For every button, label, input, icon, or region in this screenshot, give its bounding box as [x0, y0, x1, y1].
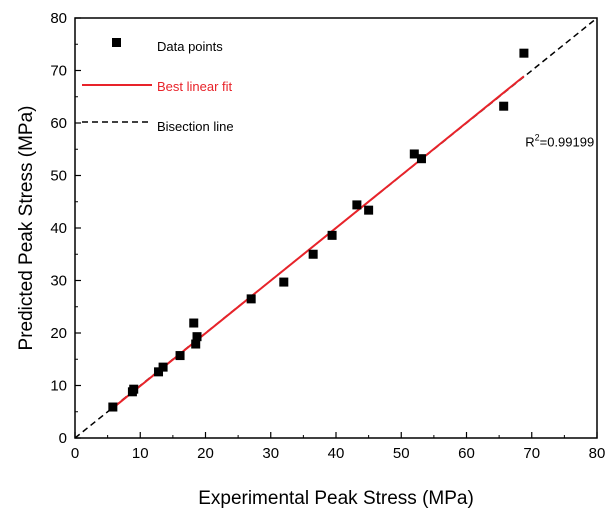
x-tick-label: 30 [262, 445, 279, 462]
y-tick-label: 80 [50, 10, 67, 27]
legend: Data points Best linear fit Bisection li… [82, 38, 234, 134]
y-axis-title: Predicted Peak Stress (MPa) [16, 106, 37, 351]
y-tick-label: 60 [50, 115, 67, 132]
legend-label-data-points: Data points [157, 39, 223, 54]
x-tick-label: 10 [132, 445, 149, 462]
data-point [158, 362, 168, 372]
data-point [154, 367, 164, 377]
y-tick-label: 50 [50, 168, 67, 185]
data-point [519, 48, 529, 58]
r-squared-annotation: R2=0.99199 [525, 133, 594, 150]
legend-label-bisection: Bisection line [157, 119, 234, 134]
legend-label-best-fit: Best linear fit [157, 79, 233, 94]
data-point [175, 351, 185, 361]
data-point [191, 339, 201, 349]
x-axis-title: Experimental Peak Stress (MPa) [198, 488, 474, 509]
data-point [416, 154, 426, 164]
y-tick-label: 20 [50, 325, 67, 342]
x-tick-label: 50 [393, 445, 410, 462]
data-point [352, 200, 362, 210]
y-tick-label: 40 [50, 220, 67, 237]
data-point [409, 149, 419, 159]
x-tick-label: 0 [71, 445, 79, 462]
data-point [499, 101, 509, 111]
data-point [279, 277, 289, 287]
x-tick-label: 20 [197, 445, 214, 462]
data-point [246, 294, 256, 304]
x-tick-label: 60 [458, 445, 475, 462]
y-tick-label: 10 [50, 378, 67, 395]
x-tick-label: 70 [523, 445, 540, 462]
legend-marker-data-points [112, 38, 121, 47]
data-point [108, 402, 118, 412]
x-tick-label: 80 [589, 445, 606, 462]
x-tick-label: 40 [328, 445, 345, 462]
y-tick-label: 30 [50, 273, 67, 290]
y-tick-label: 70 [50, 63, 67, 80]
data-point [189, 318, 199, 328]
data-point [327, 230, 337, 240]
y-tick-label: 0 [59, 430, 67, 447]
data-point [364, 205, 374, 215]
data-point [192, 332, 202, 342]
data-point [129, 384, 139, 394]
data-point [308, 249, 318, 259]
